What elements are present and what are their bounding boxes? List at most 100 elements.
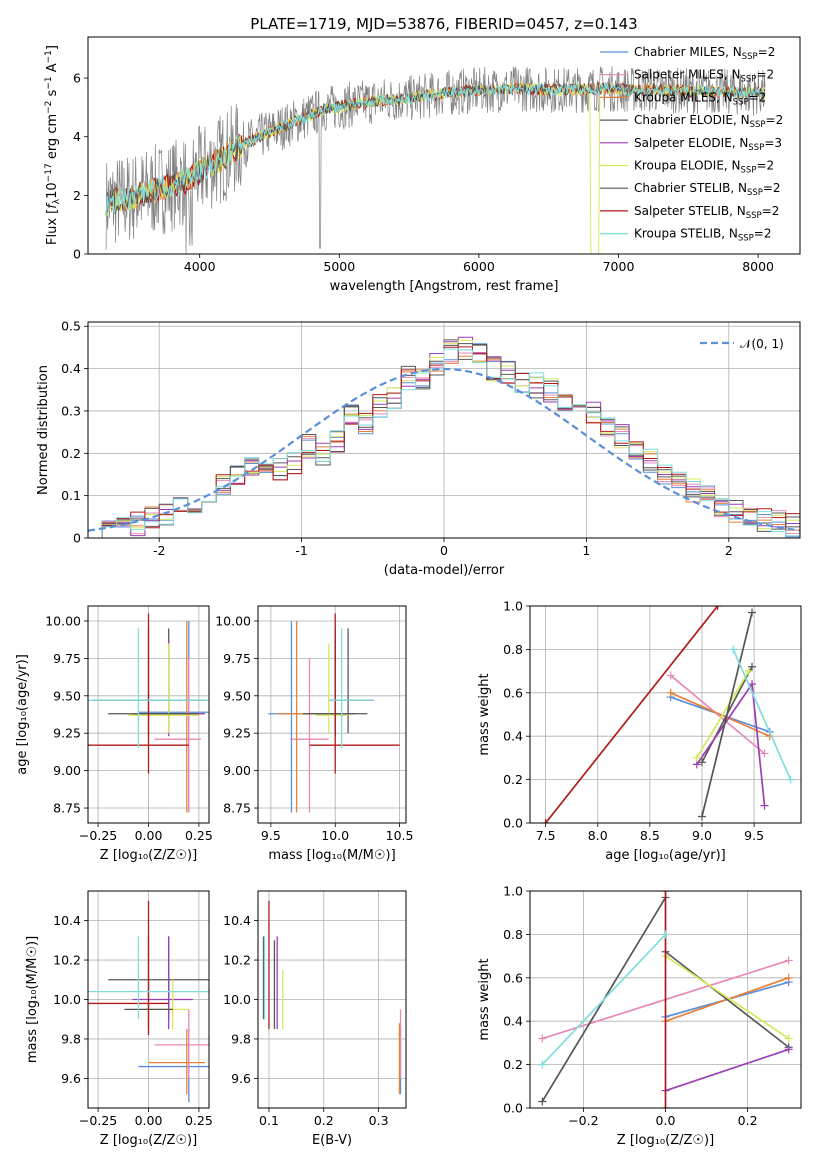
marker-kroupa_stelib [729,645,738,654]
y-tick-label: 0.1 [61,488,81,503]
age_vs_mass-panel: 9.5 10.0 10.5 8.75 9.00 9.25 9.50 9.75 10.00 mass… [215,605,414,863]
y-axis-label: mass weight [477,673,492,755]
x-tick-label: 10.5 [386,828,414,843]
spectrum-panel: 4000 5000 6000 7000 8000 0 2 4 6 wavelength [Angs… [44,15,801,294]
legend-sub: SSP [741,75,757,85]
y-tick-label: 10.2 [223,953,251,968]
marker-kroupa_miles [666,688,675,697]
marker-kroupa_stelib [538,1060,547,1069]
x-axis-label: Z [log₁₀(Z/Z☉)] [100,1133,197,1148]
y-axis-label: age [log₁₀(age/yr)] [15,654,30,775]
marker-chabrier_elodie [697,758,706,767]
axes-frame [87,321,801,539]
y-tick-label: 10.4 [223,913,251,928]
x-tick-label: 8000 [742,259,774,274]
x-axis-label: mass [log₁₀(M/M☉)] [268,848,395,863]
x-tick-label: 8.5 [640,828,660,843]
marker-kroupa_miles [784,973,793,982]
y-tick-label: 2 [73,188,81,203]
legend-name: Chabrier STELIB, N [634,181,747,195]
legend-entry: Kroupa ELODIE, NSSP=2 [634,159,774,176]
model-spectrum-kroupa_stelib [105,82,766,216]
y-tick-label: 0.2 [503,1057,523,1072]
y-tick-label: 0.2 [503,772,523,787]
series-line-kroupa_stelib [541,933,667,1066]
marker-salpeter_miles [538,1034,547,1043]
y-tick-label: 10.0 [223,992,251,1007]
legend-rest: =2 [754,227,772,241]
y-axis-label-part: A [45,63,60,76]
axes-frame [87,36,801,255]
x-tick-label: 0.25 [185,1113,213,1128]
legend-name: Kroupa MILES, N [634,90,733,104]
x-tick-label: 7.5 [536,828,556,843]
x-tick-label: 8.0 [588,828,608,843]
x-tick-label: −0.25 [79,828,117,843]
series-line-kroupa_miles [670,692,771,737]
x-tick-label: 9.5 [261,828,281,843]
marker-chabrier_stelib [538,1097,547,1106]
x-tick-label: 0.0 [656,1113,676,1128]
legend-label: 𝒩(0, 1) [740,337,784,351]
legend-sub: SSP [742,52,758,62]
residuals-panel: -2 -1 0 1 2 0 0.1 0.2 0.3 0.4 0.5 (data-model)/erro… [36,319,801,578]
series-line-chabrier_elodie [664,951,790,1048]
x-axis-label: age [log₁₀(age/yr)] [605,848,726,863]
x-axis-label: Z [log₁₀(Z/Z☉)] [100,848,197,863]
legend-name: Kroupa ELODIE, N [634,159,741,173]
legend-entry: Chabrier MILES, NSSP=2 [634,45,775,62]
series-line-chabrier_stelib [701,612,753,817]
y-tick-label: 8.75 [223,801,251,816]
y-tick-label: 0.4 [503,1014,523,1029]
x-tick-label: 2 [725,543,733,558]
marker-salpeter_elodie [760,801,769,810]
legend-sub: SSP [750,120,766,130]
y-tick-label: 0.0 [503,816,523,831]
legend-sub: SSP [748,143,764,153]
y-axis-label-part: 10 [45,182,60,199]
legend-sub: SSP [738,234,754,244]
legend-entry: Kroupa MILES, NSSP=2 [634,90,766,107]
y-tick-label: 1.0 [503,599,523,614]
marker-chabrier_stelib [697,812,706,821]
axes-frame [529,890,802,1109]
y-tick-label: 0.4 [61,361,81,376]
legend-rest: =2 [758,45,776,59]
legend-sub: SSP [733,97,749,107]
marker-kroupa_stelib [786,775,795,784]
x-tick-label: 0.25 [185,828,213,843]
y-tick-label: 0.6 [503,685,523,700]
chart-title: PLATE=1719, MJD=53876, FIBERID=0457, z=0… [250,15,637,33]
marker-salpeter_stelib [661,1104,670,1108]
x-axis-label: wavelength [Angstrom, rest frame] [330,279,559,294]
axes-frame [257,890,407,1109]
x-tick-label: 5000 [323,259,355,274]
age_vs_Z-plot-area [88,613,209,813]
y-axis-label-part: f [45,202,60,209]
legend-rest: =2 [763,181,781,195]
y-axis-label-part: −2 [44,101,54,114]
marker-chabrier_elodie [748,662,757,671]
legend-name: Salpeter STELIB, N [634,204,746,218]
y-tick-label: 9.8 [61,1031,81,1046]
x-tick-label: 0.2 [314,1113,334,1128]
y-axis-label-part: Flux [ [45,209,60,245]
legend-entry: Chabrier STELIB, NSSP=2 [634,181,781,198]
y-axis-label-part: ] [45,45,60,50]
residuals-plot-area [88,336,800,538]
mass_vs_EBV-panel: 0.1 0.2 0.3 9.6 9.8 10.0 10.2 10.4 E(B-V) [223,890,407,1148]
legend-entry: Salpeter MILES, NSSP=2 [634,68,774,85]
marker-salpeter_stelib [661,891,670,895]
legend: Chabrier MILES, NSSP=2 Salpeter MILES, NS… [600,45,783,244]
y-tick-label: 9.8 [231,1031,251,1046]
marker-salpeter_miles [666,671,675,680]
y-tick-label: 6 [73,71,81,86]
y-tick-label: 8.75 [53,801,81,816]
y-tick-label: 9.6 [231,1071,251,1086]
y-tick-label: 10.00 [215,613,251,628]
legend-entry: Chabrier ELODIE, NSSP=2 [634,113,783,130]
x-tick-label: 9.5 [744,828,764,843]
marker-kroupa_stelib [661,930,670,939]
x-tick-label: 7000 [603,259,635,274]
marker-salpeter_miles [760,749,769,758]
